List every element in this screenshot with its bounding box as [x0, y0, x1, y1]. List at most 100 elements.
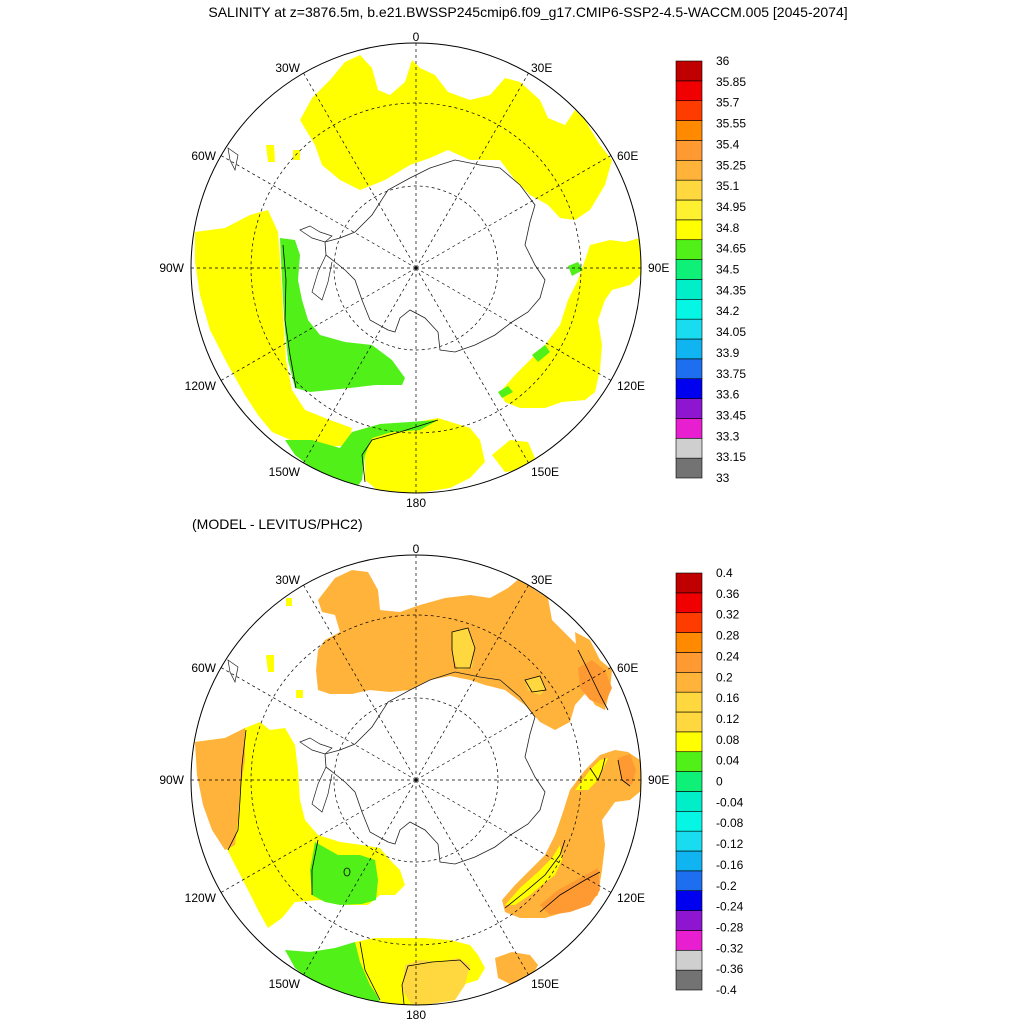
salinity-colorbar-swatch	[675, 100, 703, 121]
difference-colorbar-tick-label: -0.4	[716, 983, 737, 997]
diff-lon-label-150e: 150E	[531, 977, 559, 991]
difference-colorbar-swatch	[675, 969, 703, 991]
difference-colorbar-tick-label: 0.08	[716, 733, 740, 747]
salinity-region-green-small-1	[568, 262, 583, 276]
difference-region-pacific-west-orange	[195, 728, 245, 850]
salinity-colorbar-tick-label: 33	[716, 471, 730, 485]
salinity-colorbar-swatch	[675, 259, 703, 280]
salinity-colorbar-swatch	[675, 457, 703, 479]
difference-colorbar-swatch	[675, 652, 703, 673]
lon-label-60e: 60E	[617, 149, 638, 163]
lon-label-90w: 90W	[159, 261, 184, 275]
salinity-colorbar-swatch	[675, 159, 703, 181]
salinity-contour-1	[282, 244, 297, 389]
difference-colorbar-swatch	[675, 612, 703, 633]
salinity-colorbar-tick-label: 35.25	[716, 158, 746, 172]
salinity-colorbar-swatch	[675, 358, 703, 380]
lon-label-120w: 120W	[185, 379, 217, 393]
diff-lon-label-90e: 90E	[648, 773, 669, 787]
south-america-tip-diff	[227, 659, 333, 755]
salinity-colorbar-tick-label: 34.05	[716, 325, 746, 339]
antarctica-coastline-diff	[324, 671, 546, 865]
difference-region-indian-pocket	[618, 754, 636, 785]
difference-region-indian-yellow-2	[505, 845, 562, 905]
lon-label-180: 180	[406, 496, 426, 510]
salinity-colorbar-tick-label: 33.3	[716, 429, 740, 443]
salinity-colorbar-swatch	[675, 239, 703, 260]
salinity-fields	[195, 55, 641, 493]
difference-colorbar-tick-label: -0.04	[716, 795, 744, 809]
salinity-colorbar-swatch	[675, 298, 703, 320]
difference-colorbar-swatch	[675, 791, 703, 812]
difference-colorbar-swatch	[675, 930, 703, 951]
salinity-colorbar-tick-label: 34.95	[716, 200, 746, 214]
antarctic-peninsula	[311, 254, 333, 301]
salinity-region-green-west	[280, 238, 405, 392]
salinity-colorbar-tick-label: 33.15	[716, 450, 746, 464]
diff-lon-label-0: 0	[413, 542, 420, 556]
salinity-colorbar-swatch	[675, 318, 703, 340]
salinity-colorbar-tick-label: 36	[716, 54, 730, 68]
lon-label-60w: 60W	[191, 149, 216, 163]
difference-colorbar-swatch	[675, 731, 703, 753]
difference-colorbar-tick-label: -0.16	[716, 858, 744, 872]
salinity-colorbar-swatch	[675, 140, 703, 161]
salinity-colorbar-tick-label: 34.2	[716, 304, 740, 318]
salinity-region-pacific-west	[195, 210, 352, 448]
salinity-colorbar-swatch	[675, 378, 703, 399]
difference-colorbar-tick-label: 0.4	[716, 566, 733, 580]
antarctic-peninsula-diff	[311, 766, 333, 813]
salinity-colorbar-tick-label: 34.35	[716, 283, 746, 297]
salinity-region-atlantic	[300, 55, 612, 220]
difference-graticule	[191, 555, 641, 1005]
salinity-colorbar-tick-label: 35.1	[716, 179, 740, 193]
difference-colorbar-swatch	[675, 751, 703, 772]
difference-colorbar-swatch	[675, 949, 703, 971]
difference-colorbar-tick-label: 0.12	[716, 712, 740, 726]
difference-colorbar-swatch	[675, 850, 703, 872]
difference-colorbar-swatch	[675, 711, 703, 733]
difference-colorbar-tick-label: -0.28	[716, 920, 744, 934]
difference-colorbar-swatch	[675, 771, 703, 792]
lon-label-90e: 90E	[648, 261, 669, 275]
difference-colorbar-tick-label: -0.24	[716, 900, 744, 914]
difference-colorbar-tick-label: -0.36	[716, 962, 744, 976]
salinity-region-pacific-south	[365, 418, 485, 493]
difference-colorbar-tick-label: 0.32	[716, 608, 740, 622]
salinity-colorbar-tick-label: 33.75	[716, 367, 746, 381]
difference-region-speck-3	[296, 690, 303, 698]
difference-fields	[195, 570, 641, 1005]
salinity-region-small-1	[266, 145, 275, 162]
diff-lon-label-120w: 120W	[185, 891, 217, 905]
difference-contours	[227, 627, 631, 1005]
difference-region-speck-1	[266, 655, 274, 672]
difference-colorbar-swatch	[675, 910, 703, 931]
salinity-map: 0 180 90W 90E 30W 60W 30E 60E 120W 150W …	[159, 30, 669, 510]
salinity-region-small-2	[293, 150, 300, 160]
difference-colorbar-tick-label: 0	[716, 775, 723, 789]
salinity-colorbar-tick-label: 33.45	[716, 408, 746, 422]
difference-colorbar-tick-label: 0.28	[716, 629, 740, 643]
difference-region-speck-2	[286, 598, 292, 606]
salinity-colorbar-swatch	[675, 60, 703, 82]
difference-region-indian-yellow	[575, 758, 608, 790]
salinity-colorbar-swatch	[675, 219, 703, 241]
lon-label-0: 0	[413, 30, 420, 44]
difference-colorbar-swatch	[675, 870, 703, 892]
difference-region-pocket-2	[525, 676, 546, 695]
salinity-colorbar-swatch	[675, 437, 703, 459]
salinity-colorbar-swatch	[675, 80, 703, 102]
salinity-colorbar-tick-label: 35.55	[716, 117, 746, 131]
difference-colorbar-swatch	[675, 830, 703, 852]
antarctica-coastline	[324, 159, 546, 353]
diff-lon-label-60w: 60W	[191, 661, 216, 675]
salinity-colorbar: 36 35.85 35.7 35.55 35.4 35.25 35.1 34.95 34.8 34…	[675, 54, 746, 485]
diff-lon-label-60e: 60E	[617, 661, 638, 675]
salinity-colorbar-swatch	[675, 199, 703, 221]
figure-title: SALINITY at z=3876.5m, b.e21.BWSSP245cmi…	[208, 4, 848, 20]
difference-colorbar-swatch	[675, 632, 703, 653]
salinity-colorbar-swatch	[675, 418, 703, 439]
difference-colorbar-swatch	[675, 572, 703, 594]
salinity-colorbar-tick-label: 35.7	[716, 96, 740, 110]
